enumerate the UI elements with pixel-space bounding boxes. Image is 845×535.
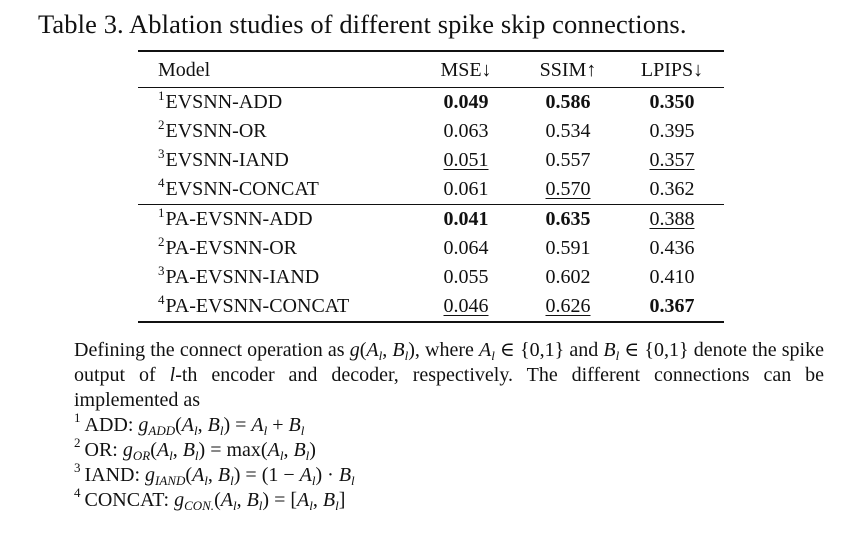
lpips-cell: 0.357 — [649, 149, 695, 171]
model-cell: 3EVSNN-IAND — [158, 146, 289, 171]
mse-cell: 0.064 — [443, 237, 489, 259]
table-group-pa-evsnn: 1PA-EVSNN-ADD 0.041 0.635 0.388 2PA-EVSN… — [138, 205, 724, 323]
header-lpips: LPIPS↓ — [640, 59, 704, 81]
table-row: 4EVSNN-CONCAT 0.061 0.570 0.362 — [138, 175, 724, 205]
lpips-cell: 0.350 — [649, 91, 695, 113]
header-ssim: SSIM↑ — [539, 59, 597, 81]
table-row: 2PA-EVSNN-OR 0.064 0.591 0.436 — [138, 234, 724, 263]
ssim-cell: 0.557 — [545, 149, 591, 171]
lpips-cell: 0.436 — [649, 237, 695, 259]
table-footnote: Defining the connect operation as g(Al, … — [74, 338, 824, 513]
ssim-cell: 0.602 — [545, 266, 591, 288]
table-row: 2EVSNN-OR 0.063 0.534 0.395 — [138, 117, 724, 146]
model-cell: 2PA-EVSNN-OR — [158, 234, 298, 259]
header-mse: MSE↓ — [440, 59, 492, 81]
table-row: 1PA-EVSNN-ADD 0.041 0.635 0.388 — [138, 205, 724, 235]
footnote-item-add: 1 ADD: gADD(Al, Bl) = Al + Bl — [74, 410, 305, 438]
math-g-def: g — [349, 339, 360, 361]
lpips-cell: 0.410 — [649, 266, 695, 288]
mse-cell: 0.046 — [416, 292, 516, 323]
table-row: 4PA-EVSNN-CONCAT 0.046 0.626 0.367 — [138, 292, 724, 323]
model-cell: 1PA-EVSNN-ADD — [158, 205, 313, 230]
ssim-cell: 0.570 — [516, 175, 620, 205]
ssim-cell: 0.626 — [516, 292, 620, 323]
footnote-item-concat: 4 CONCAT: gCON.(Al, Bl) = [Al, Bl] — [74, 485, 346, 513]
ssim-cell: 0.591 — [545, 237, 591, 259]
model-cell: 2EVSNN-OR — [158, 117, 267, 142]
model-cell: 3PA-EVSNN-IAND — [158, 263, 320, 288]
table-row: 1EVSNN-ADD 0.049 0.586 0.350 — [138, 88, 724, 118]
lpips-cell: 0.362 — [620, 175, 724, 205]
lpips-cell: 0.367 — [620, 292, 724, 323]
footnote-item-iand: 3 IAND: gIAND(Al, Bl) = (1 − Al) · Bl — [74, 460, 355, 488]
table-header-row: Model MSE↓ SSIM↑ LPIPS↓ — [138, 51, 724, 88]
mse-cell: 0.055 — [443, 266, 489, 288]
model-cell: 4PA-EVSNN-CONCAT — [138, 292, 416, 323]
table-row: 3EVSNN-IAND 0.051 0.557 0.357 — [138, 146, 724, 175]
footnote-paragraph: Defining the connect operation as g(Al, … — [74, 339, 825, 411]
mse-cell: 0.061 — [416, 175, 516, 205]
mse-cell: 0.041 — [443, 208, 489, 230]
table-group-evsnn: 1EVSNN-ADD 0.049 0.586 0.350 2EVSNN-OR 0… — [138, 88, 724, 205]
mse-cell: 0.063 — [443, 120, 489, 142]
lpips-cell: 0.388 — [649, 208, 695, 230]
ssim-cell: 0.635 — [545, 208, 591, 230]
ssim-cell: 0.534 — [545, 120, 591, 142]
footnote-item-or: 2 OR: gOR(Al, Bl) = max(Al, Bl) — [74, 435, 316, 463]
model-cell: 4EVSNN-CONCAT — [138, 175, 416, 205]
table-caption: Table 3. Ablation studies of different s… — [38, 9, 687, 39]
mse-cell: 0.051 — [443, 149, 489, 171]
ablation-table: Model MSE↓ SSIM↑ LPIPS↓ 1EVSNN-ADD 0.049… — [138, 50, 724, 323]
model-cell: 1EVSNN-ADD — [158, 88, 283, 113]
table-row: 3PA-EVSNN-IAND 0.055 0.602 0.410 — [138, 263, 724, 292]
lpips-cell: 0.395 — [649, 120, 695, 142]
mse-cell: 0.049 — [443, 91, 489, 113]
header-model: Model — [158, 59, 211, 81]
ssim-cell: 0.586 — [545, 91, 591, 113]
